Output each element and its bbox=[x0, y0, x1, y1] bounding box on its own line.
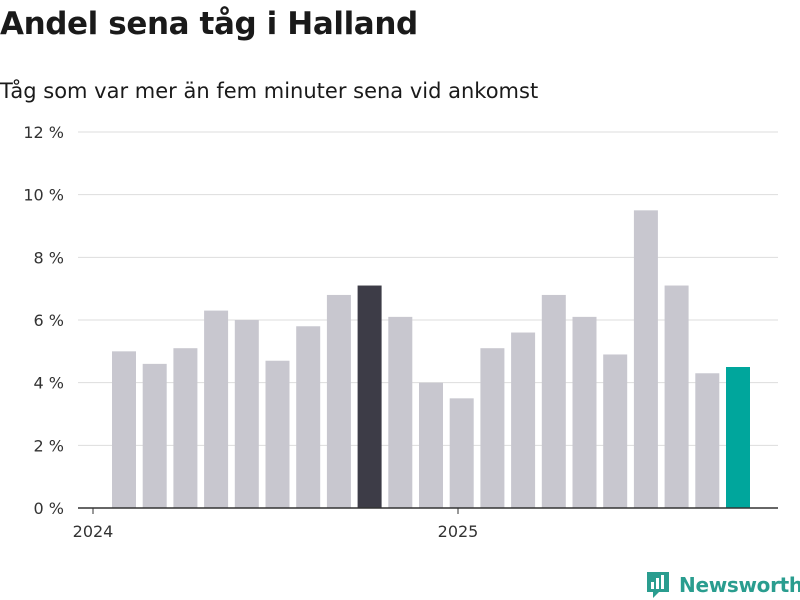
bar bbox=[234, 320, 259, 508]
y-tick-label: 8 % bbox=[34, 248, 64, 267]
bar bbox=[480, 348, 505, 508]
chart-title: Andel sena tåg i Halland bbox=[0, 6, 418, 42]
bar bbox=[112, 351, 136, 508]
bar bbox=[142, 363, 167, 508]
bar bbox=[419, 382, 443, 508]
bar bbox=[572, 316, 597, 508]
newsworthy-logo: Newsworthy bbox=[645, 570, 800, 600]
bar bbox=[326, 294, 351, 508]
newsworthy-logo-icon bbox=[647, 572, 669, 598]
bars bbox=[112, 210, 750, 509]
y-tick-label: 10 % bbox=[23, 186, 64, 205]
bar bbox=[357, 285, 382, 508]
y-tick-label: 0 % bbox=[34, 499, 64, 518]
y-tick-label: 12 % bbox=[23, 123, 64, 142]
y-axis-ticks: 0 % 2 % 4 % 6 % 8 % 10 % 12 % bbox=[23, 123, 64, 518]
x-axis-ticks: 2024 2025 bbox=[73, 508, 479, 541]
bar bbox=[541, 294, 566, 508]
bar bbox=[633, 210, 658, 509]
chart-subtitle: Tåg som var mer än fem minuter sena vid … bbox=[0, 79, 539, 103]
bar bbox=[695, 373, 720, 508]
bar bbox=[726, 367, 750, 508]
bar bbox=[511, 332, 536, 508]
y-tick-label: 4 % bbox=[34, 374, 64, 393]
bar bbox=[265, 360, 290, 508]
bar bbox=[603, 354, 628, 508]
bar bbox=[449, 398, 474, 508]
bar bbox=[664, 285, 689, 508]
y-tick-label: 2 % bbox=[34, 436, 64, 455]
bar bbox=[296, 326, 321, 508]
bar bbox=[173, 348, 198, 508]
newsworthy-logo-text: Newsworthy bbox=[679, 573, 800, 597]
x-tick-label: 2025 bbox=[438, 522, 479, 541]
bar bbox=[204, 310, 229, 508]
x-tick-label: 2024 bbox=[73, 522, 114, 541]
y-tick-label: 6 % bbox=[34, 311, 64, 330]
bar bbox=[388, 316, 413, 508]
